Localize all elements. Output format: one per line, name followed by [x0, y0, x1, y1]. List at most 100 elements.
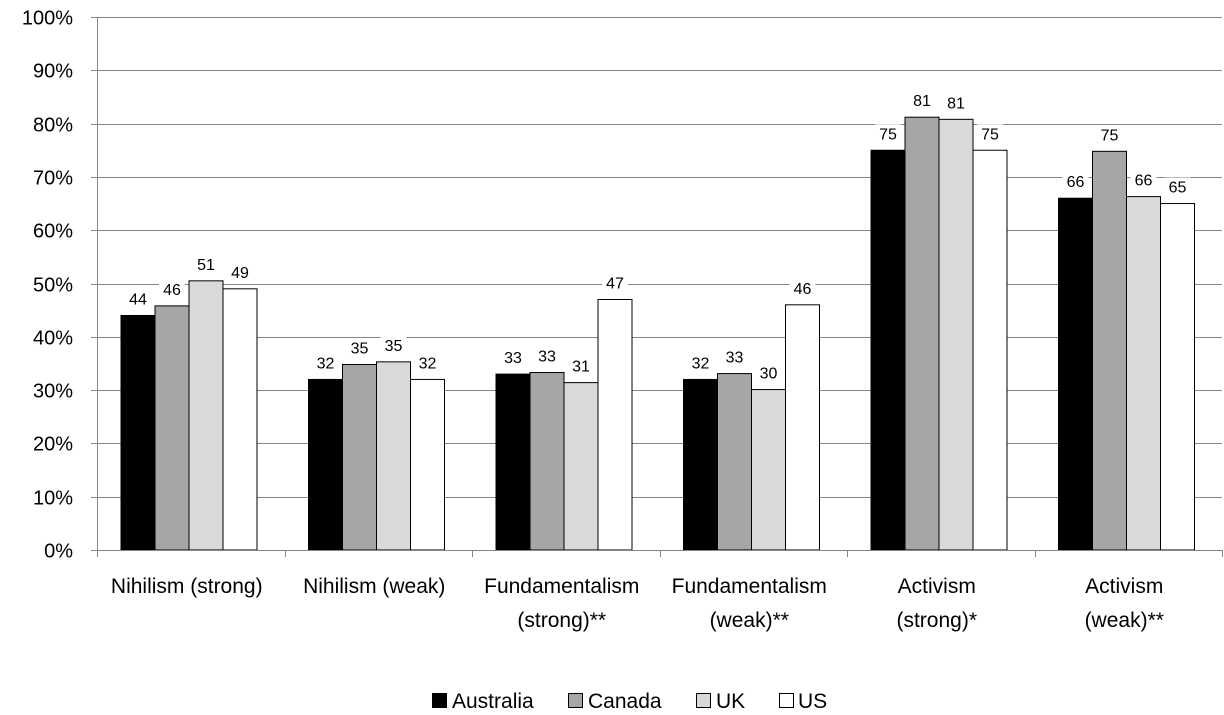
data-label-bg [1096, 125, 1123, 146]
bar-uk-4 [938, 118, 974, 551]
data-label: 32 [317, 355, 335, 372]
gridlines [97, 17, 1222, 498]
y-tick-label: 80% [33, 115, 73, 137]
data-label-bg [500, 348, 526, 369]
data-label: 65 [1169, 180, 1187, 197]
bars [120, 116, 1195, 551]
data-label-bg [721, 347, 748, 368]
x-category-label: Activism [1085, 575, 1163, 598]
legend: Australia Canada UK US [432, 690, 827, 713]
x-category-label: Activism [898, 575, 976, 598]
data-label: 75 [981, 126, 999, 143]
axes: 0% 10% 20% 30% 40% 50% 60% 70% 80% 90% 100% Nihilis… [22, 8, 1223, 632]
data-label-bg [568, 356, 594, 377]
bar-canada-0 [154, 305, 190, 551]
data-label: 35 [385, 338, 403, 355]
bar-uk-3 [751, 389, 786, 551]
data-label-bg [534, 346, 560, 367]
legend-label-uk: UK [716, 690, 745, 713]
data-label-bg [193, 254, 219, 275]
data-label: 35 [351, 341, 369, 358]
x-category-label: (weak)** [1085, 609, 1164, 632]
bar-us-1 [410, 378, 445, 551]
data-label-bg [602, 273, 628, 294]
data-label: 75 [1101, 127, 1119, 144]
y-tick-label: 20% [33, 434, 73, 456]
bar-australia-5 [1058, 197, 1093, 551]
x-category-label: Fundamentalism [484, 575, 639, 598]
data-label-bg [1062, 172, 1089, 193]
y-tick-label: 0% [44, 541, 73, 563]
y-tick-label: 90% [33, 61, 73, 83]
y-tick-label: 10% [33, 488, 73, 510]
data-label-bg [414, 353, 441, 374]
bar-australia-4 [870, 149, 906, 551]
bar-canada-5 [1092, 150, 1127, 551]
legend-swatch-canada [568, 693, 583, 708]
x-category-label: (strong)** [517, 609, 606, 632]
bar-us-0 [222, 288, 258, 551]
bar-canada-3 [717, 373, 752, 551]
y-tick-label: 50% [33, 275, 73, 297]
legend-label-canada: Canada [588, 690, 662, 713]
bar-australia-2 [495, 373, 531, 551]
data-label-bg [755, 363, 782, 384]
data-label: 44 [129, 291, 147, 308]
data-label: 66 [1135, 173, 1153, 190]
data-label-bg [380, 335, 407, 356]
data-label: 66 [1067, 174, 1085, 191]
bar-us-5 [1160, 203, 1195, 551]
data-label: 47 [606, 275, 624, 292]
data-label: 33 [726, 350, 744, 367]
legend-label-australia: Australia [452, 690, 534, 713]
data-label: 81 [947, 95, 965, 112]
bar-australia-1 [308, 378, 343, 551]
data-labels: 44 46 51 49 32 35 35 32 33 33 31 47 32 33 30 46 75 81 81 75… [125, 91, 1191, 384]
y-tick-label: 70% [33, 168, 73, 190]
legend-swatch-us [779, 693, 794, 708]
data-label: 51 [197, 257, 215, 274]
data-label: 31 [572, 359, 590, 376]
data-label-bg [943, 93, 969, 114]
x-category-label: (weak)** [710, 609, 789, 632]
y-tick-label: 100% [22, 8, 73, 30]
data-label-bg [977, 124, 1003, 145]
data-label-bg [789, 278, 816, 299]
data-label: 30 [760, 366, 778, 383]
data-label: 46 [163, 282, 181, 299]
legend-swatch-australia [432, 693, 447, 708]
data-label-bg [687, 353, 714, 374]
bar-us-2 [597, 298, 633, 551]
data-label-bg [875, 124, 901, 145]
data-label-bg [159, 279, 185, 300]
bar-australia-3 [683, 378, 718, 551]
bar-uk-1 [376, 361, 411, 551]
data-label: 46 [794, 281, 812, 298]
bar-canada-2 [529, 372, 565, 551]
y-tick-label: 40% [33, 328, 73, 350]
bar-uk-5 [1126, 196, 1161, 551]
data-label-bg [346, 338, 373, 359]
bar-australia-0 [120, 314, 156, 551]
data-label: 75 [879, 126, 897, 143]
bar-uk-2 [563, 382, 599, 551]
data-label: 81 [913, 93, 931, 110]
x-category-label: Nihilism (weak) [303, 575, 445, 598]
data-label-bg [1130, 170, 1157, 191]
data-label: 33 [504, 350, 522, 367]
data-label: 33 [538, 349, 556, 366]
y-tick-label: 60% [33, 221, 73, 243]
bar-us-3 [785, 304, 820, 551]
data-label: 49 [231, 265, 249, 282]
legend-swatch-uk [696, 693, 711, 708]
y-tick-label: 30% [33, 381, 73, 403]
bar-uk-0 [188, 280, 224, 551]
data-label: 32 [419, 355, 437, 372]
data-label-bg [312, 353, 339, 374]
data-label-bg [909, 91, 935, 112]
x-category-label: Fundamentalism [672, 575, 827, 598]
data-label-bg [1164, 177, 1191, 198]
x-category-label: (strong)* [896, 609, 977, 632]
data-label-bg [227, 262, 253, 283]
